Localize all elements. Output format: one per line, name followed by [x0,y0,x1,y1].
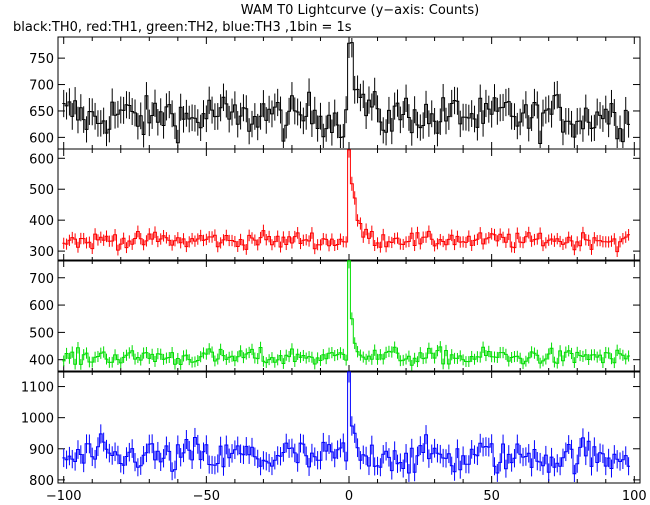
x-tick-label: 100 [622,489,647,504]
y-tick-label: 700 [29,79,54,94]
chart-title: WAM T0 Lightcurve (y−axis: Counts) [241,3,479,18]
series-line-th0 [62,42,630,144]
x-tick-label: −100 [46,489,82,504]
x-tick-label: 50 [483,489,500,504]
panel-th0: 600 650 700 750 [29,36,641,150]
panel-th1: 300 400 500 600 [29,148,641,262]
error-bars-th3 [63,372,630,482]
y-tick-label: 500 [29,183,54,198]
y-tick-label: 600 [29,131,54,146]
y-tick-label: 600 [29,152,54,167]
y-tick-label: 500 [29,326,54,341]
x-axis-ticks: −100 −50 0 50 100 [46,489,647,504]
panels-group: 600 650 700 750 300 400 500 600 400 500 600 700 800 9… [21,36,641,489]
error-bars-th1 [63,150,630,257]
panel-th3: 800 900 1000 1100 [21,370,641,489]
y-tick-label: 750 [29,52,54,67]
y-tick-label: 650 [29,105,54,120]
y-tick-label: 1100 [21,381,54,396]
panel-th2: 400 500 600 700 [29,259,641,373]
series-line-th1 [62,149,630,253]
y-tick-label: 900 [29,443,54,458]
series-line-th2 [62,260,630,366]
y-tick-label: 1000 [21,412,54,427]
y-tick-label: 800 [29,474,54,489]
error-bars-th2 [63,261,630,371]
error-bars-th0 [63,38,630,148]
y-tick-label: 700 [29,272,54,287]
chart-subtitle: black:TH0, red:TH1, green:TH2, blue:TH3 … [13,20,352,35]
x-tick-label: −50 [193,489,220,504]
y-tick-label: 600 [29,299,54,314]
y-tick-label: 300 [29,245,54,260]
x-tick-label: 0 [345,489,353,504]
y-tick-label: 400 [29,354,54,369]
y-tick-label: 400 [29,214,54,229]
